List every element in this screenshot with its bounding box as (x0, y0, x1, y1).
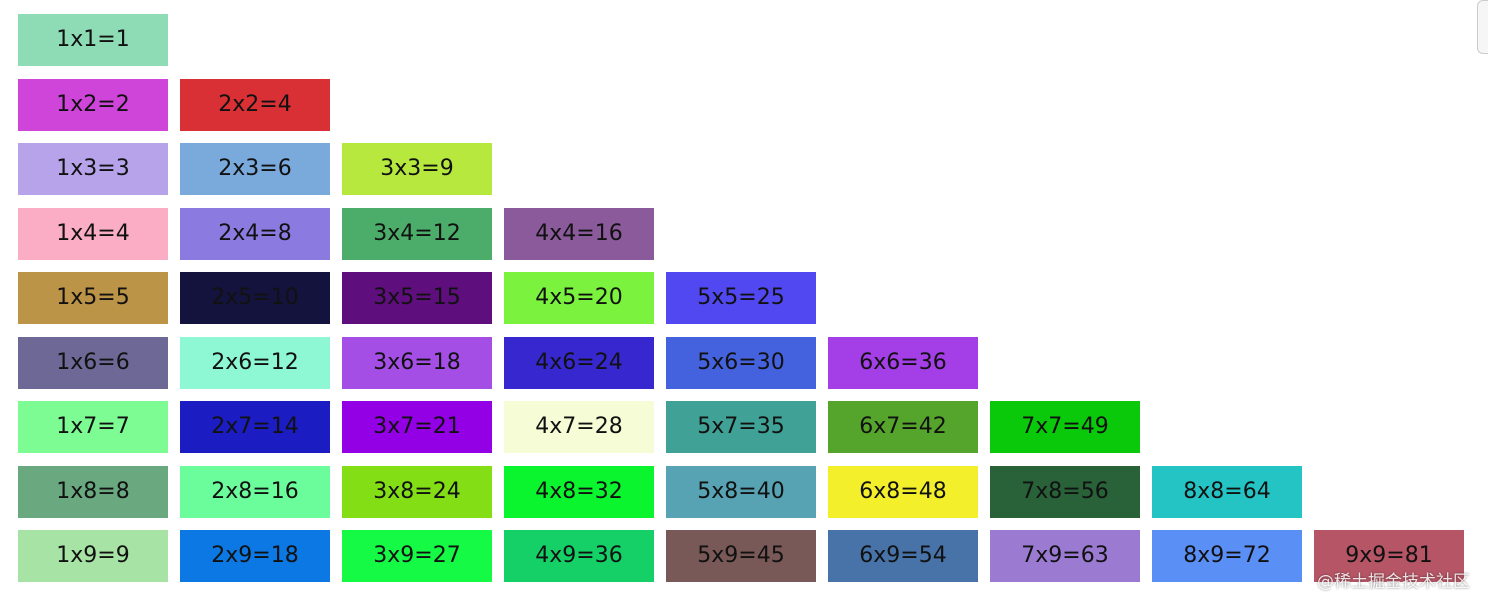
product-cell: 5x8=40 (666, 465, 816, 518)
product-cell: 1x4=4 (18, 207, 168, 260)
product-cell: 3x4=12 (342, 207, 492, 260)
product-cell: 3x7=21 (342, 401, 492, 453)
product-cell: 4x8=32 (504, 465, 654, 518)
product-cell: 8x9=72 (1152, 530, 1302, 582)
product-cell: 1x7=7 (18, 401, 168, 453)
product-cell: 3x3=9 (342, 143, 492, 195)
scrollbar[interactable] (1477, 0, 1488, 54)
product-cell: 2x4=8 (180, 207, 330, 260)
product-cell: 1x2=2 (18, 78, 168, 131)
product-cell: 1x6=6 (18, 336, 168, 389)
product-cell: 6x9=54 (828, 530, 978, 582)
product-cell: 7x9=63 (990, 530, 1140, 582)
product-cell: 1x8=8 (18, 465, 168, 518)
product-cell: 5x9=45 (666, 530, 816, 582)
product-cell: 1x9=9 (18, 530, 168, 582)
product-cell: 3x9=27 (342, 530, 492, 582)
watermark: @稀土掘金技术社区 (1317, 572, 1470, 592)
product-cell: 9x9=81 (1314, 530, 1464, 582)
product-cell: 1x5=5 (18, 272, 168, 324)
product-cell: 6x8=48 (828, 465, 978, 518)
product-cell: 2x6=12 (180, 336, 330, 389)
product-cell: 2x2=4 (180, 78, 330, 131)
product-cell: 3x5=15 (342, 272, 492, 324)
product-cell: 2x5=10 (180, 272, 330, 324)
product-cell: 5x7=35 (666, 401, 816, 453)
product-cell: 4x4=16 (504, 207, 654, 260)
product-cell: 1x1=1 (18, 14, 168, 66)
product-cell: 4x9=36 (504, 530, 654, 582)
product-cell: 3x6=18 (342, 336, 492, 389)
product-cell: 2x8=16 (180, 465, 330, 518)
product-cell: 3x8=24 (342, 465, 492, 518)
product-cell: 4x6=24 (504, 336, 654, 389)
product-cell: 8x8=64 (1152, 465, 1302, 518)
product-cell: 2x9=18 (180, 530, 330, 582)
product-cell: 6x6=36 (828, 336, 978, 389)
product-cell: 6x7=42 (828, 401, 978, 453)
product-cell: 7x7=49 (990, 401, 1140, 453)
product-cell: 4x5=20 (504, 272, 654, 324)
product-cell: 7x8=56 (990, 465, 1140, 518)
product-cell: 1x3=3 (18, 143, 168, 195)
product-cell: 2x3=6 (180, 143, 330, 195)
product-cell: 5x5=25 (666, 272, 816, 324)
product-cell: 5x6=30 (666, 336, 816, 389)
product-cell: 2x7=14 (180, 401, 330, 453)
product-cell: 4x7=28 (504, 401, 654, 453)
